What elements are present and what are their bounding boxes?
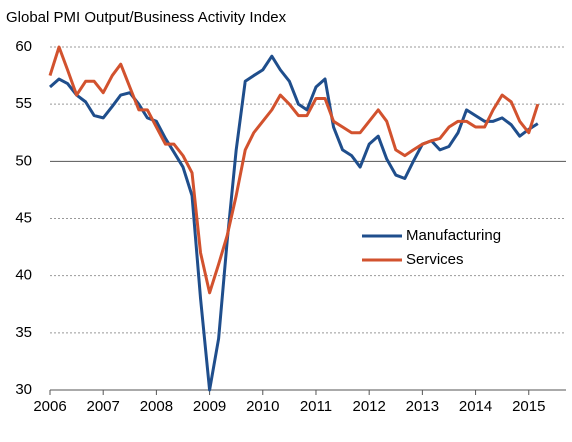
- y-tick-label: 35: [15, 324, 32, 341]
- y-tick-label: 30: [15, 381, 32, 398]
- y-tick-label: 55: [15, 95, 32, 112]
- series-line: [48, 45, 540, 295]
- x-tick-label: 2006: [33, 398, 66, 415]
- chart-title: Global PMI Output/Business Activity Inde…: [6, 9, 287, 26]
- series-line: [49, 54, 539, 392]
- x-tick-label: 2013: [406, 398, 439, 415]
- legend-label: Manufacturing: [406, 227, 501, 244]
- x-tick-label: 2008: [140, 398, 173, 415]
- legend-label: Services: [406, 251, 464, 268]
- y-tick-label: 40: [15, 267, 32, 284]
- x-tick-label: 2015: [512, 398, 545, 415]
- x-tick-label: 2007: [87, 398, 120, 415]
- x-tick-label: 2011: [300, 398, 332, 415]
- x-tick-label: 2010: [246, 398, 279, 415]
- x-tick-label: 2009: [193, 398, 226, 415]
- x-tick-label: 2012: [352, 398, 385, 415]
- y-tick-label: 45: [15, 209, 32, 226]
- y-tick-label: 60: [15, 38, 32, 55]
- x-tick-label: 2014: [459, 398, 492, 415]
- y-tick-label: 50: [15, 152, 32, 169]
